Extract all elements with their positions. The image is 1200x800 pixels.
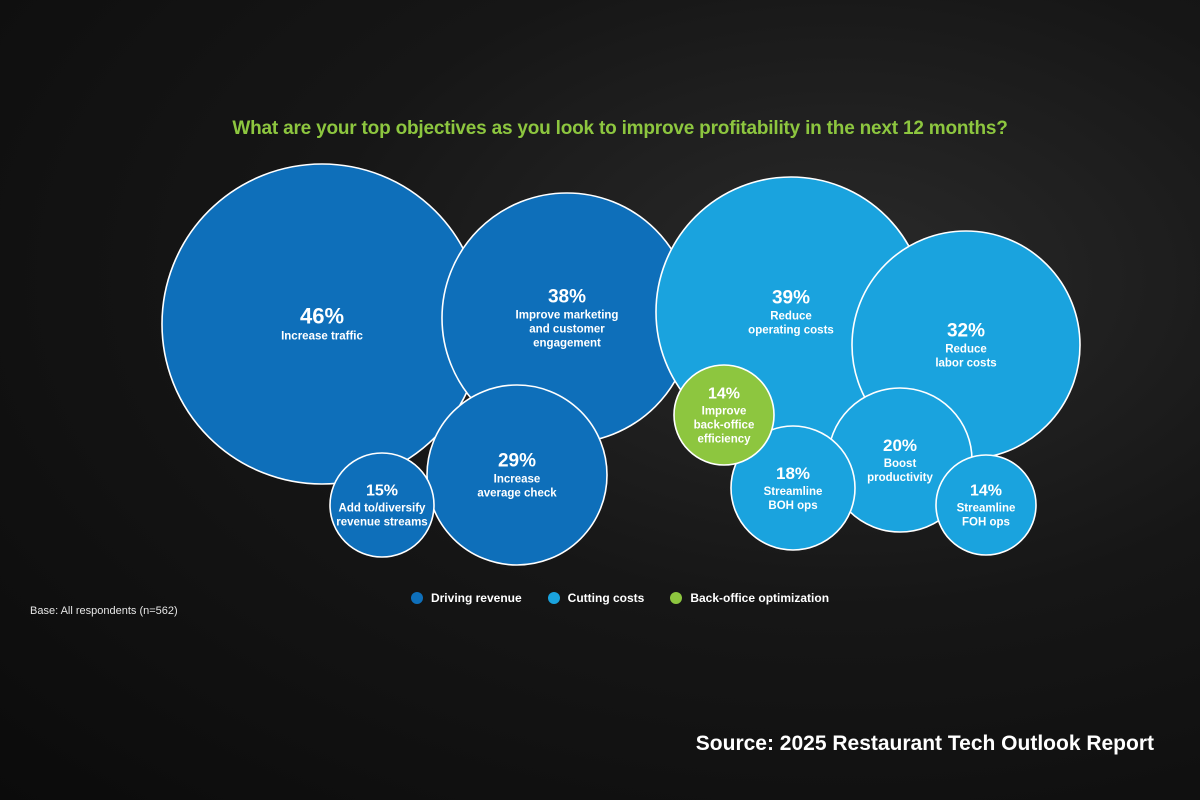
bubble-label-reduce-operating-costs-line-2: operating costs <box>748 325 834 337</box>
bubble-value-reduce-operating-costs: 39% <box>772 288 810 309</box>
bubble-circle-increase-average-check <box>426 384 608 566</box>
bubble-label-improve-marketing-and-customer-engagement-line-2: and customer <box>529 324 605 336</box>
bubble-increase-average-check: 29% Increase average check <box>426 384 608 566</box>
bubble-value-increase-average-check: 29% <box>498 451 536 472</box>
bubble-label-reduce-operating-costs-line-1: Reduce <box>770 311 812 323</box>
bubble-circle-streamline-boh-ops <box>730 425 856 551</box>
legend-label-driving-revenue: Driving revenue <box>430 591 522 605</box>
bubble-value-boost-productivity: 20% <box>883 436 917 455</box>
legend-swatch-driving-revenue <box>410 592 423 604</box>
bubble-label-improve-back-office-efficiency-line-1: Improve <box>702 406 747 418</box>
legend-label-back-office: Back-office optimization <box>690 591 830 605</box>
bubble-value-improve-marketing-and-customer-engagement: 38% <box>548 287 586 308</box>
bubble-label-boost-productivity-line-1: Boost <box>884 458 917 470</box>
source-note: Source: 2025 Restaurant Tech Outlook Rep… <box>695 732 1154 755</box>
bubble-label-increase-traffic-line-1: Increase traffic <box>281 331 363 343</box>
bubble-increase-traffic: 46% Increase traffic <box>161 163 483 485</box>
chart-title: What are your top objectives as you look… <box>232 118 1008 139</box>
bubble-add-to-diversify-revenue-streams: 15% Add to/diversify revenue streams <box>329 452 435 558</box>
bubble-label-reduce-labor-costs-line-1: Reduce <box>945 344 987 356</box>
bubble-label-improve-back-office-efficiency-line-3: efficiency <box>697 434 751 446</box>
bubble-label-reduce-labor-costs-line-2: labor costs <box>935 358 996 370</box>
bubble-label-streamline-boh-ops-line-2: BOH ops <box>768 500 817 512</box>
bubble-label-boost-productivity-line-2: productivity <box>867 472 933 484</box>
bubble-label-add-to-diversify-revenue-streams-line-1: Add to/diversify <box>339 503 427 515</box>
bubble-value-reduce-labor-costs: 32% <box>947 321 985 342</box>
legend-item-driving-revenue: Driving revenue <box>410 591 522 605</box>
bubble-label-improve-marketing-and-customer-engagement-line-3: engagement <box>533 338 601 350</box>
bubble-label-streamline-foh-ops-line-2: FOH ops <box>962 517 1010 529</box>
legend-item-cutting-costs: Cutting costs <box>547 591 645 605</box>
bubble-circle-streamline-foh-ops <box>935 454 1037 556</box>
legend-swatch-cutting-costs <box>547 592 560 604</box>
bubble-value-streamline-foh-ops: 14% <box>970 483 1002 500</box>
legend-item-back-office: Back-office optimization <box>670 591 829 605</box>
bubble-improve-marketing-and-customer-engagement: 38% Improve marketing and customer engageme… <box>441 192 693 444</box>
bubble-value-improve-back-office-efficiency: 14% <box>708 386 740 403</box>
bubble-label-increase-average-check-line-2: average check <box>477 488 557 500</box>
bubble-value-add-to-diversify-revenue-streams: 15% <box>366 483 398 500</box>
bubble-circle-improve-back-office-efficiency <box>673 364 775 466</box>
base-note: Base: All respondents (n=562) <box>30 605 178 617</box>
bubble-label-improve-back-office-efficiency-line-2: back-office <box>694 420 755 432</box>
bubble-boost-productivity: 20% Boost productivity <box>827 387 973 533</box>
bubble-label-improve-marketing-and-customer-engagement-line-1: Improve marketing <box>516 310 619 322</box>
bubble-improve-back-office-efficiency: 14% Improve back-office efficiency <box>673 364 775 466</box>
bubble-label-streamline-boh-ops-line-1: Streamline <box>764 486 823 498</box>
bubble-value-streamline-boh-ops: 18% <box>776 464 810 483</box>
legend-swatch-back-office <box>670 592 683 604</box>
chart-legend: Driving revenue Cutting costs Back-offic… <box>0 591 1200 605</box>
bubble-label-increase-average-check-line-1: Increase <box>494 474 541 486</box>
legend-label-cutting-costs: Cutting costs <box>567 591 645 605</box>
bubble-label-add-to-diversify-revenue-streams-line-2: revenue streams <box>336 517 427 529</box>
bubble-value-increase-traffic: 46% <box>300 304 344 329</box>
bubble-label-streamline-foh-ops-line-1: Streamline <box>957 503 1016 515</box>
bubble-streamline-boh-ops: 18% Streamline BOH ops <box>730 425 856 551</box>
bubble-circle-add-to-diversify-revenue-streams <box>329 452 435 558</box>
bubble-streamline-foh-ops: 14% Streamline FOH ops <box>935 454 1037 556</box>
